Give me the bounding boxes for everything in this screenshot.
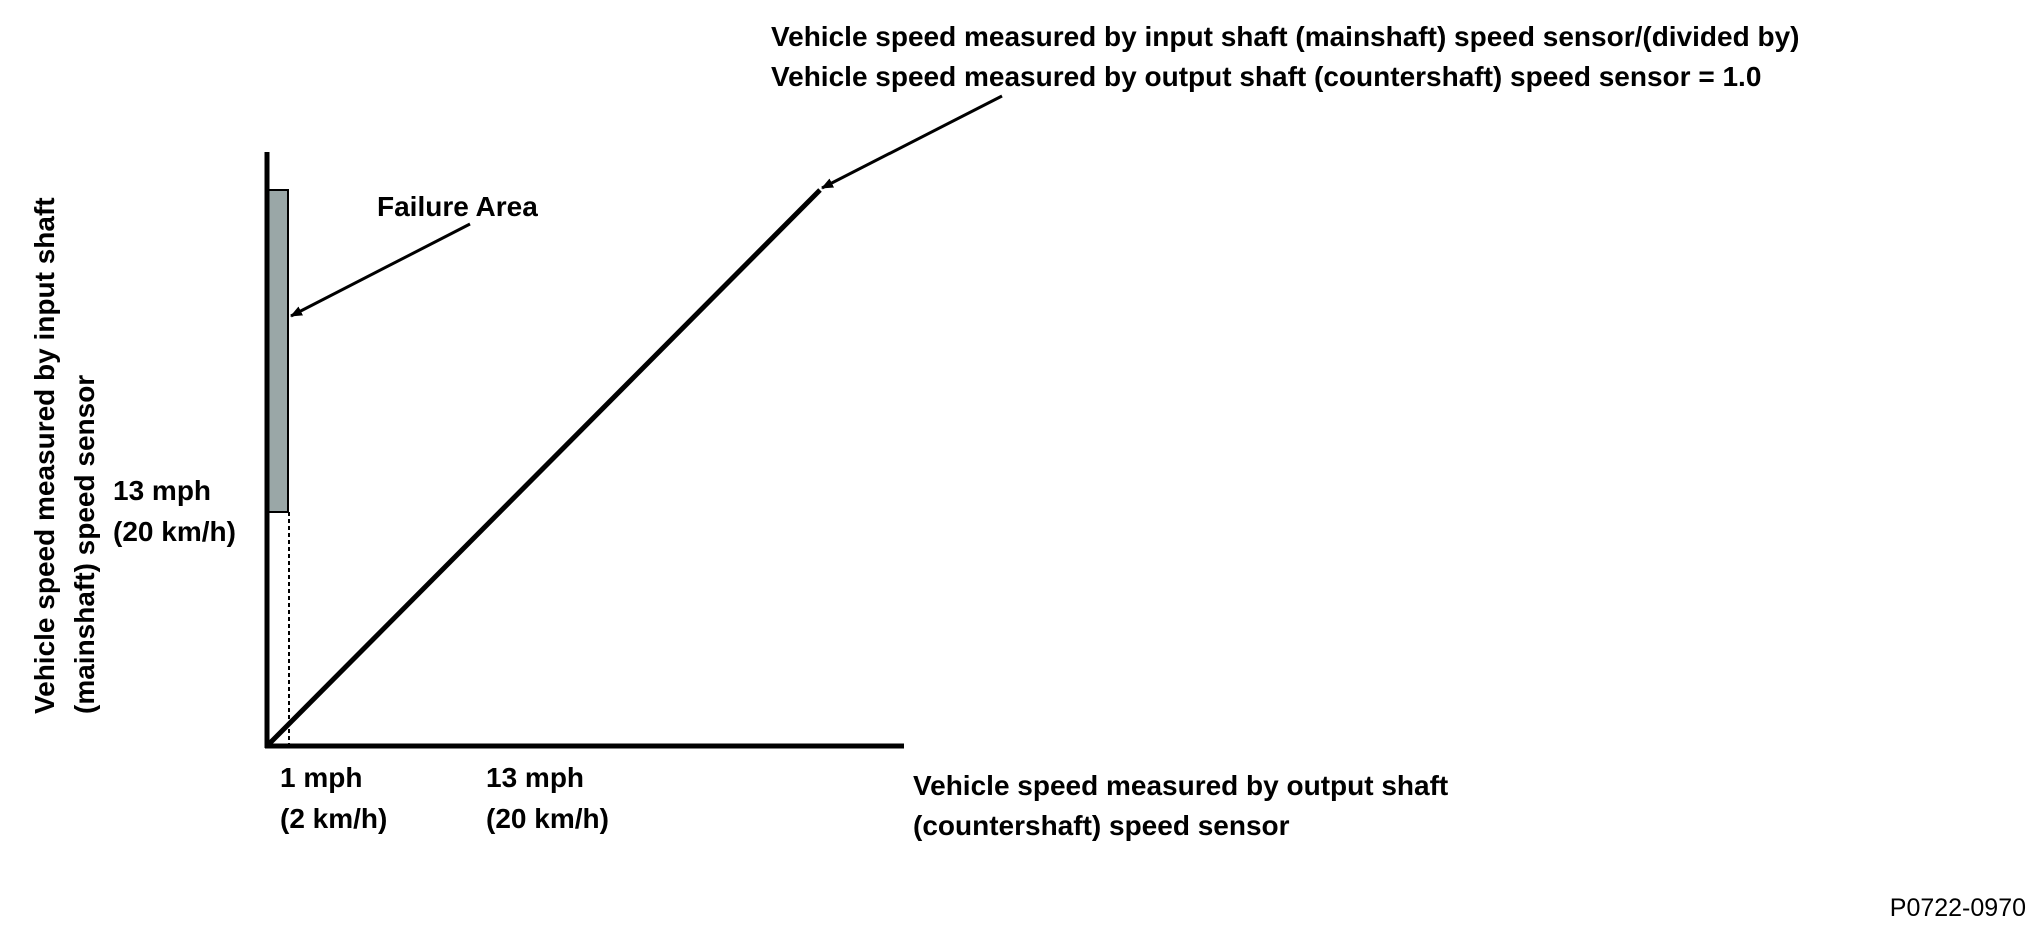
y-tick-label-line-1: 13 mph — [113, 475, 211, 506]
ratio-one-line — [265, 188, 822, 748]
y-axis-title-line-2: (mainshaft) speed sensor — [69, 375, 100, 714]
x-tick-label-1-line-1: 1 mph — [280, 762, 362, 793]
y-axis-title-line-1: Vehicle speed measured by input shaft — [29, 197, 60, 714]
callout-line-1: Vehicle speed measured by input shaft (m… — [771, 21, 1799, 52]
x-tick-label-2-line-1: 13 mph — [486, 762, 584, 793]
figure-id: P0722-0970 — [1890, 894, 2026, 922]
x-axis-title-line-1: Vehicle speed measured by output shaft — [913, 770, 1448, 801]
y-tick-label-line-2: (20 km/h) — [113, 516, 236, 547]
x-tick-label-2-line-2: (20 km/h) — [486, 803, 609, 834]
y-axis-title: Vehicle speed measured by input shaft (m… — [29, 197, 100, 714]
callout-line-2: Vehicle speed measured by output shaft (… — [771, 61, 1761, 92]
failure-area-label: Failure Area — [377, 191, 538, 222]
callout-arrow — [821, 94, 1003, 190]
failure-area-arrow — [290, 222, 471, 318]
x-tick-label-1-line-2: (2 km/h) — [280, 803, 387, 834]
x-axis-title-line-2: (countershaft) speed sensor — [913, 810, 1290, 841]
failure-area-region — [266, 189, 289, 513]
